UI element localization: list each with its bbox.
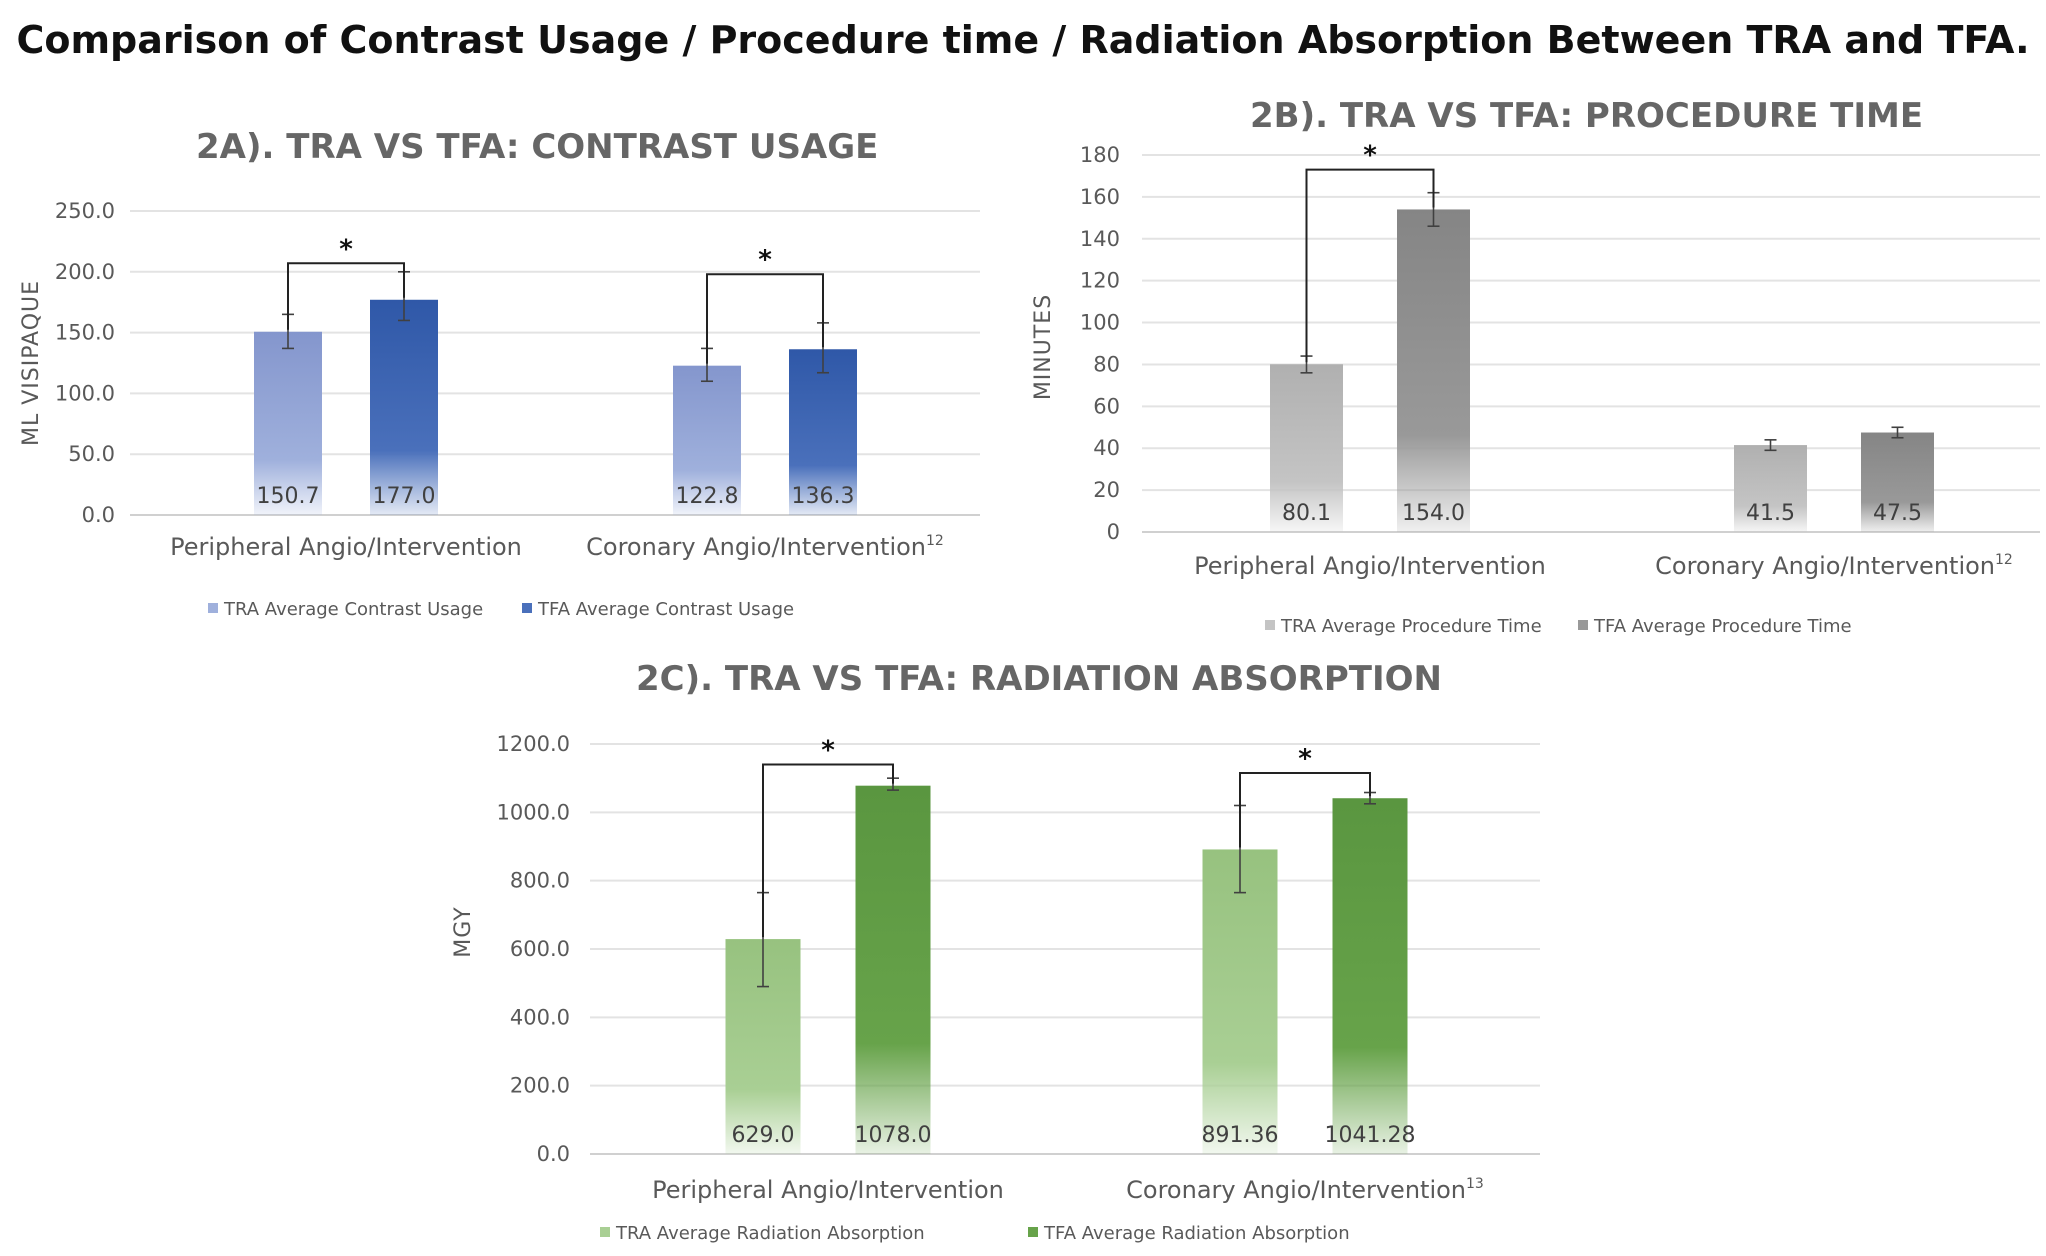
- y-tick-label: 250.0: [55, 199, 115, 223]
- y-tick-label: 400.0: [510, 1005, 570, 1029]
- bar: [855, 785, 931, 1154]
- y-tick-label: 800.0: [510, 869, 570, 893]
- y-tick-label: 0: [1107, 520, 1120, 544]
- category-label: Coronary Angio/Intervention13: [1126, 1176, 1484, 1204]
- bar: [1202, 849, 1278, 1154]
- data-label: 629.0: [732, 1123, 795, 1148]
- data-label: 41.5: [1746, 501, 1795, 526]
- category-label: Peripheral Angio/Intervention: [652, 1176, 1004, 1204]
- legend-label: TFA Average Contrast Usage: [537, 599, 794, 620]
- data-label: 1078.0: [855, 1123, 932, 1148]
- y-tick-label: 20: [1093, 478, 1120, 502]
- y-axis-label: MGY: [451, 906, 476, 957]
- data-label: 154.0: [1402, 501, 1465, 526]
- legend-swatch: [1028, 1227, 1038, 1237]
- bar: [1270, 364, 1343, 532]
- y-tick-label: 160: [1080, 185, 1120, 209]
- category-label: Peripheral Angio/Intervention: [1194, 552, 1546, 580]
- data-label: 80.1: [1282, 501, 1331, 526]
- bar: [254, 331, 322, 515]
- significance-bracket: [706, 273, 824, 364]
- data-label: 150.7: [257, 484, 320, 509]
- bar: [1734, 445, 1807, 532]
- y-tick-label: 0.0: [537, 1142, 570, 1166]
- significance-bracket: [762, 763, 894, 938]
- legend-label: TRA Average Procedure Time: [1280, 616, 1542, 637]
- chart-title: 2C). TRA VS TFA: RADIATION ABSORPTION: [636, 659, 1442, 699]
- y-tick-label: 140: [1080, 227, 1120, 251]
- y-tick-label: 600.0: [510, 937, 570, 961]
- data-label: 122.8: [676, 484, 739, 509]
- chart-radiation-absorption: 2C). TRA VS TFA: RADIATION ABSORPTION 0.0…: [451, 659, 1540, 1244]
- legend-swatch: [208, 603, 218, 613]
- legend-swatch: [522, 603, 532, 613]
- chart-title: 2A). TRA VS TFA: CONTRAST USAGE: [196, 127, 878, 167]
- y-tick-label: 1200.0: [497, 732, 570, 756]
- significance-bracket: [287, 262, 405, 330]
- y-tick-label: 40: [1093, 436, 1120, 460]
- significance-marker: *: [758, 245, 772, 275]
- y-tick-label: 100.0: [55, 381, 115, 405]
- significance-marker: *: [1298, 744, 1312, 774]
- category-label: Coronary Angio/Intervention12: [586, 533, 944, 561]
- y-tick-label: 100: [1080, 311, 1120, 335]
- category-label: Coronary Angio/Intervention12: [1655, 552, 2013, 580]
- legend-label: TRA Average Radiation Absorption: [615, 1223, 925, 1244]
- y-axis-label: MINUTES: [1031, 294, 1056, 400]
- y-tick-label: 80: [1093, 352, 1120, 376]
- y-tick-label: 1000.0: [497, 800, 570, 824]
- bar: [789, 349, 857, 515]
- legend-swatch: [1265, 620, 1275, 630]
- figure-title: Comparison of Contrast Usage / Procedure…: [16, 18, 2030, 62]
- bar: [673, 365, 741, 515]
- y-tick-label: 200.0: [510, 1074, 570, 1098]
- legend-label: TFA Average Procedure Time: [1593, 616, 1852, 637]
- bar: [1397, 209, 1470, 532]
- y-tick-label: 200.0: [55, 260, 115, 284]
- y-tick-label: 180: [1080, 143, 1120, 167]
- chart-contrast-usage: 2A). TRA VS TFA: CONTRAST USAGE 0.0 50.0 10…: [19, 127, 980, 620]
- significance-bracket: [1305, 168, 1435, 363]
- bar: [1861, 432, 1934, 532]
- y-tick-label: 60: [1093, 394, 1120, 418]
- chart-procedure-time: 2B). TRA VS TFA: PROCEDURE TIME 0 20 40 60 80…: [1031, 96, 2040, 637]
- bar: [370, 299, 438, 515]
- legend-swatch: [1578, 620, 1588, 630]
- category-label: Peripheral Angio/Intervention: [170, 533, 522, 561]
- data-label: 891.36: [1202, 1123, 1279, 1148]
- data-label: 177.0: [373, 484, 436, 509]
- legend-label: TRA Average Contrast Usage: [223, 599, 483, 620]
- legend-swatch: [600, 1227, 610, 1237]
- legend-label: TFA Average Radiation Absorption: [1043, 1223, 1350, 1244]
- y-axis-label: ML VISIPAQUE: [19, 280, 44, 446]
- data-label: 136.3: [792, 484, 855, 509]
- data-label: 1041.28: [1325, 1123, 1416, 1148]
- significance-marker: *: [339, 234, 353, 264]
- chart-title: 2B). TRA VS TFA: PROCEDURE TIME: [1250, 96, 1923, 136]
- bar: [1332, 798, 1408, 1154]
- significance-marker: *: [1363, 141, 1377, 171]
- y-tick-label: 150.0: [55, 321, 115, 345]
- y-tick-label: 50.0: [68, 442, 115, 466]
- significance-marker: *: [821, 736, 835, 766]
- data-label: 47.5: [1873, 501, 1922, 526]
- significance-bracket: [1239, 772, 1371, 848]
- y-tick-label: 120: [1080, 269, 1120, 293]
- y-tick-label: 0.0: [82, 503, 115, 527]
